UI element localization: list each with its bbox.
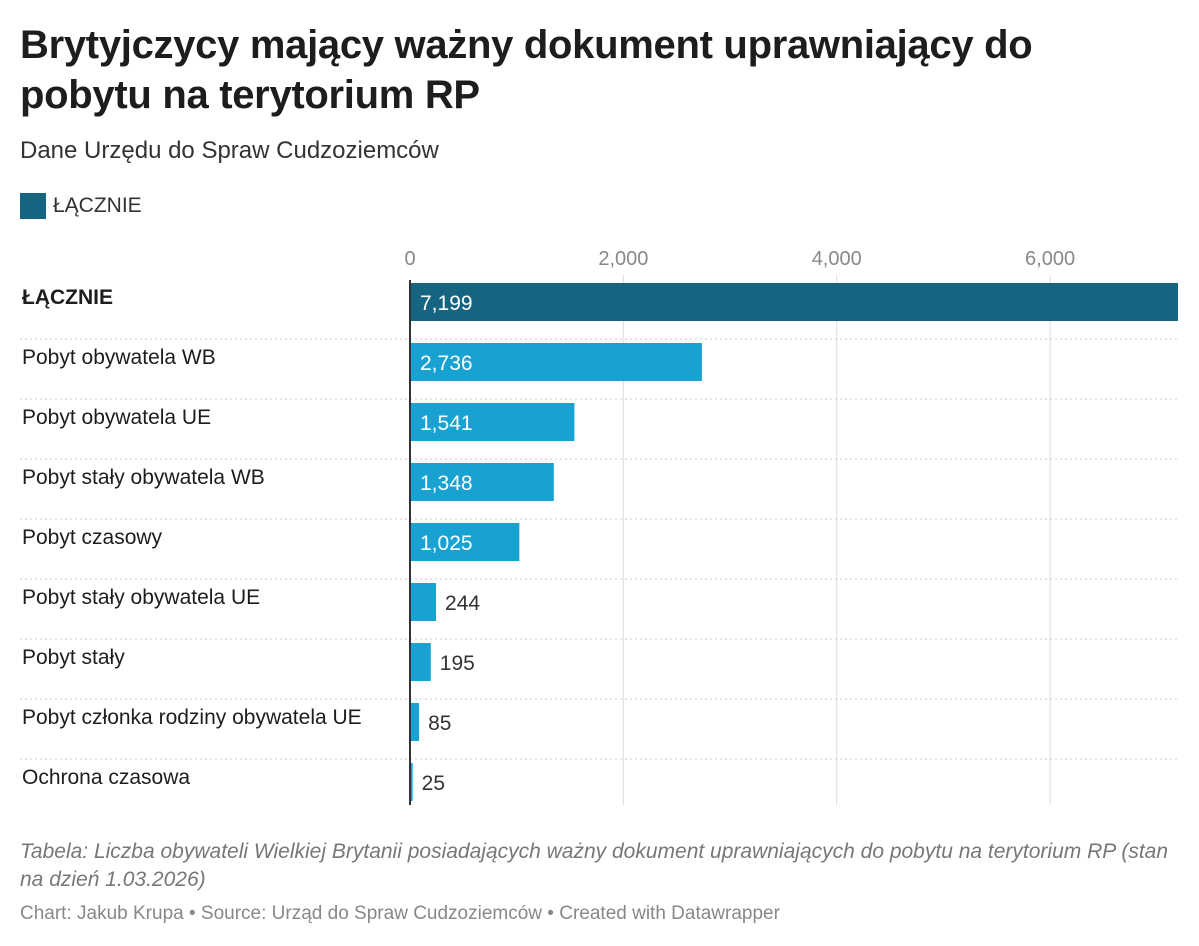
category-label: Pobyt stały (22, 646, 125, 669)
value-label: 85 (428, 712, 451, 735)
category-label: Pobyt obywatela UE (22, 406, 211, 429)
credit-separator: • (547, 903, 554, 924)
value-label: 1,348 (420, 472, 473, 495)
credit-source: Source: Urząd do Spraw Cudzoziemców (200, 903, 543, 924)
value-label: 7,199 (420, 292, 473, 315)
category-label: Ochrona czasowa (22, 766, 190, 789)
x-tick-label: 0 (404, 248, 415, 270)
bar (410, 283, 1178, 321)
category-label: ŁĄCZNIE (22, 286, 113, 309)
chart-title: Brytyjczycy mający ważny dokument uprawn… (20, 23, 1033, 117)
credit-tool: Created with Datawrapper (559, 903, 780, 924)
bar (410, 643, 431, 681)
value-label: 1,025 (420, 532, 473, 555)
bar-chart: 0 2,000 4,000 6,000 ŁĄCZNIE 7,199 Pobyt obywat… (20, 248, 1178, 805)
bar (410, 403, 575, 441)
bar (410, 463, 554, 501)
bar (410, 523, 520, 561)
category-label: Pobyt obywatela WB (22, 346, 216, 369)
x-tick-label: 2,000 (598, 248, 648, 270)
value-label: 25 (422, 772, 445, 795)
value-label: 195 (440, 652, 475, 675)
legend-label: ŁĄCZNIE (53, 194, 142, 217)
x-tick-label: 4,000 (812, 248, 862, 270)
category-label: Pobyt stały obywatela UE (22, 586, 260, 609)
credit-separator: • (188, 903, 196, 924)
chart-subtitle: Dane Urzędu do Spraw Cudzoziemców (20, 137, 439, 164)
category-label: Pobyt stały obywatela WB (22, 466, 265, 489)
value-label: 1,541 (420, 412, 473, 435)
category-label: Pobyt czasowy (22, 526, 163, 549)
legend-swatch (20, 193, 46, 219)
chart-credits: Chart: Jakub Krupa • Source: Urząd do Sp… (20, 901, 780, 927)
credit-author: Chart: Jakub Krupa (20, 903, 184, 924)
bar (410, 703, 420, 741)
value-label: 2,736 (420, 352, 473, 375)
legend: ŁĄCZNIE (20, 191, 142, 221)
bar (410, 583, 437, 621)
bar (410, 343, 702, 381)
x-tick-label: 6,000 (1025, 248, 1075, 270)
value-label: 244 (445, 592, 480, 615)
chart-description: Tabela: Liczba obywateli Wielkiej Brytan… (20, 840, 1169, 891)
bar (410, 763, 413, 801)
category-label: Pobyt członka rodziny obywatela UE (22, 706, 362, 729)
